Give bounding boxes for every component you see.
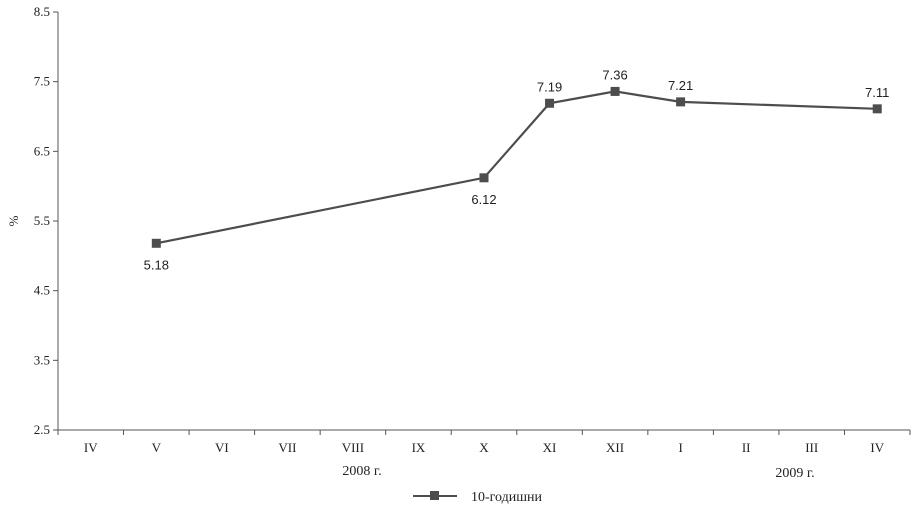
- x-tick-label: IV: [84, 440, 98, 455]
- legend-label: 10-годишни: [471, 490, 543, 505]
- x-tick-label: VI: [215, 440, 229, 455]
- series-line: [156, 90, 878, 245]
- data-label: 5.18: [144, 257, 169, 272]
- y-tick-label: 8.5: [34, 4, 50, 19]
- data-label: 6.12: [471, 192, 496, 207]
- x-tick-label: IX: [412, 440, 426, 455]
- y-tick-label: 2.5: [34, 422, 50, 437]
- x-tick-label: IV: [870, 440, 884, 455]
- x-tick-label: XI: [543, 440, 557, 455]
- data-point-marker: [151, 238, 161, 248]
- x-tick-label: I: [678, 440, 682, 455]
- data-point-marker: [479, 173, 489, 183]
- x-tick-label: VII: [278, 440, 296, 455]
- y-tick-label: 3.5: [34, 352, 50, 367]
- x-ticks: IV V VI VII VIII IX X XI XII I II III IV: [57, 430, 911, 455]
- legend-marker: [430, 491, 439, 500]
- data-point-marker: [545, 98, 555, 108]
- y-ticks: 2.5 3.5 4.5 5.5 6.5 7.5 8.5: [34, 4, 58, 437]
- data-label: 7.11: [865, 85, 889, 100]
- year-label-2008: 2008 г.: [342, 464, 381, 479]
- data-point-marker: [676, 97, 686, 107]
- x-tick-label: III: [805, 440, 818, 455]
- year-label-2009: 2009 г.: [775, 466, 814, 481]
- y-tick-label: 7.5: [34, 74, 50, 89]
- y-tick-label: 4.5: [34, 283, 50, 298]
- x-tick-label: V: [152, 440, 162, 455]
- data-label: 7.21: [668, 78, 693, 93]
- x-tick-label: X: [479, 440, 489, 455]
- legend: 10-годишни: [413, 490, 543, 505]
- x-tick-label: II: [742, 440, 751, 455]
- series-group: 5.18 6.12 7.19 7.36 7.21 7.11: [144, 67, 890, 272]
- data-point-marker: [872, 104, 882, 114]
- data-point-marker: [610, 86, 620, 96]
- y-tick-label: 5.5: [34, 213, 50, 228]
- data-label: 7.36: [602, 67, 627, 82]
- y-axis-label: %: [6, 215, 21, 226]
- y-tick-label: 6.5: [34, 143, 50, 158]
- data-label: 7.19: [537, 79, 562, 94]
- x-tick-label: VIII: [342, 440, 364, 455]
- x-tick-label: XII: [606, 440, 624, 455]
